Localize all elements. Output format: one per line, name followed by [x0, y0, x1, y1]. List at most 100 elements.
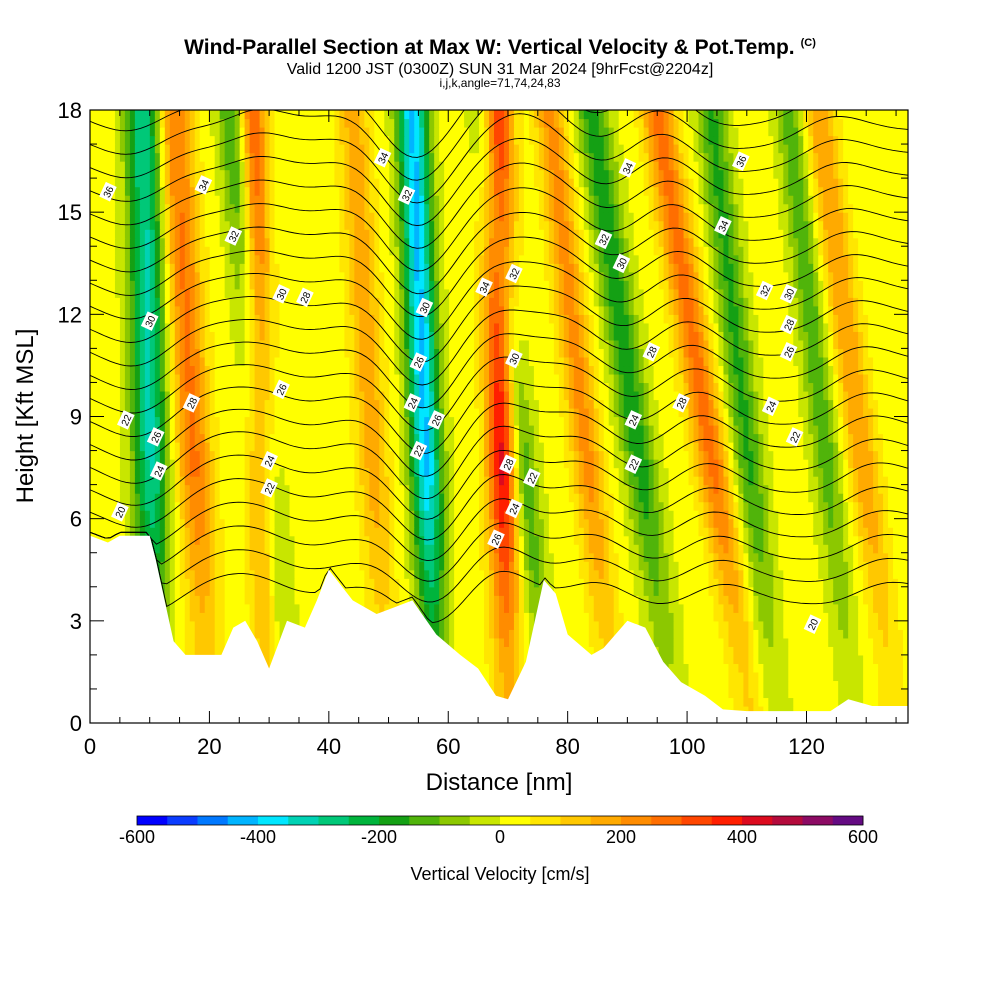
w-cell [733, 476, 740, 486]
w-cell [713, 476, 720, 486]
w-cell [364, 459, 370, 469]
w-cell [374, 484, 380, 494]
w-cell [354, 544, 360, 554]
w-cell [224, 578, 231, 588]
w-cell [713, 518, 720, 528]
w-cell [543, 476, 550, 486]
w-cell [464, 603, 470, 613]
w-cell [513, 493, 520, 503]
w-cell [693, 629, 700, 639]
w-cell [359, 510, 365, 520]
w-cell [823, 697, 829, 707]
w-cell [149, 476, 156, 486]
w-cell [553, 527, 560, 537]
w-cell [708, 501, 715, 511]
w-cell [384, 527, 390, 537]
w-cell [663, 620, 670, 630]
w-cell [304, 493, 311, 503]
w-cell [349, 476, 355, 486]
w-cell [134, 527, 141, 537]
w-cell [823, 476, 829, 486]
w-cell [99, 518, 106, 528]
w-cell [204, 637, 211, 647]
w-cell [214, 569, 221, 579]
w-cell [114, 518, 121, 528]
w-cell [898, 544, 904, 554]
w-cell [204, 518, 211, 528]
w-cell [269, 527, 276, 537]
w-cell [588, 620, 595, 630]
w-cell [728, 518, 735, 528]
w-cell [194, 467, 201, 477]
w-cell [823, 654, 829, 664]
w-cell [284, 501, 291, 511]
w-cell [264, 595, 271, 605]
w-cell [229, 476, 236, 486]
w-cell [324, 467, 331, 477]
w-cell [838, 637, 844, 647]
w-cell [489, 663, 495, 673]
w-cell [479, 569, 485, 579]
w-cell [828, 476, 834, 486]
w-cell [748, 586, 754, 596]
w-cell [778, 620, 784, 630]
w-cell [289, 476, 296, 486]
w-cell [883, 561, 889, 571]
w-cell [848, 561, 854, 571]
w-cell [783, 620, 789, 630]
w-cell [464, 612, 470, 622]
w-cell [848, 612, 854, 622]
w-cell [798, 671, 804, 682]
w-cell [169, 467, 176, 477]
w-cell [299, 476, 306, 486]
w-cell [863, 637, 869, 647]
w-cell [678, 467, 685, 477]
w-cell [738, 578, 744, 588]
w-cell [708, 476, 715, 486]
w-cell [543, 552, 550, 562]
w-cell [853, 569, 859, 579]
w-cell [893, 603, 899, 613]
w-cell [404, 510, 410, 520]
w-cell [883, 586, 889, 596]
w-cell [683, 510, 690, 520]
w-cell [424, 569, 430, 579]
w-cell [94, 467, 101, 477]
w-cell [209, 501, 216, 511]
w-cell [873, 654, 879, 664]
w-cell [668, 501, 675, 511]
w-cell [858, 629, 864, 639]
w-cell [803, 467, 809, 477]
w-cell [858, 527, 864, 537]
w-cell [703, 637, 710, 647]
w-cell [339, 493, 345, 503]
w-cell [583, 620, 590, 630]
w-cell [334, 552, 340, 562]
w-cell [693, 535, 700, 545]
w-cell [374, 467, 380, 477]
w-cell [464, 578, 470, 588]
w-cell [319, 510, 326, 520]
w-cell [888, 501, 894, 511]
w-cell [583, 518, 590, 528]
w-cell [863, 501, 869, 511]
w-cell [713, 646, 720, 656]
w-cell [219, 569, 226, 579]
w-cell [249, 527, 256, 537]
w-cell [703, 578, 710, 588]
w-cell [818, 527, 824, 537]
w-cell [494, 476, 500, 486]
w-cell [793, 493, 799, 503]
w-cell [174, 527, 181, 537]
w-cell [613, 569, 620, 579]
w-cell [289, 552, 296, 562]
w-cell [508, 603, 515, 613]
w-cell [753, 680, 759, 690]
w-cell [578, 612, 585, 622]
w-cell [499, 637, 505, 647]
w-cell [319, 476, 326, 486]
w-cell [164, 552, 171, 562]
w-cell [598, 544, 605, 554]
w-cell [588, 493, 595, 503]
w-cell [573, 501, 580, 511]
